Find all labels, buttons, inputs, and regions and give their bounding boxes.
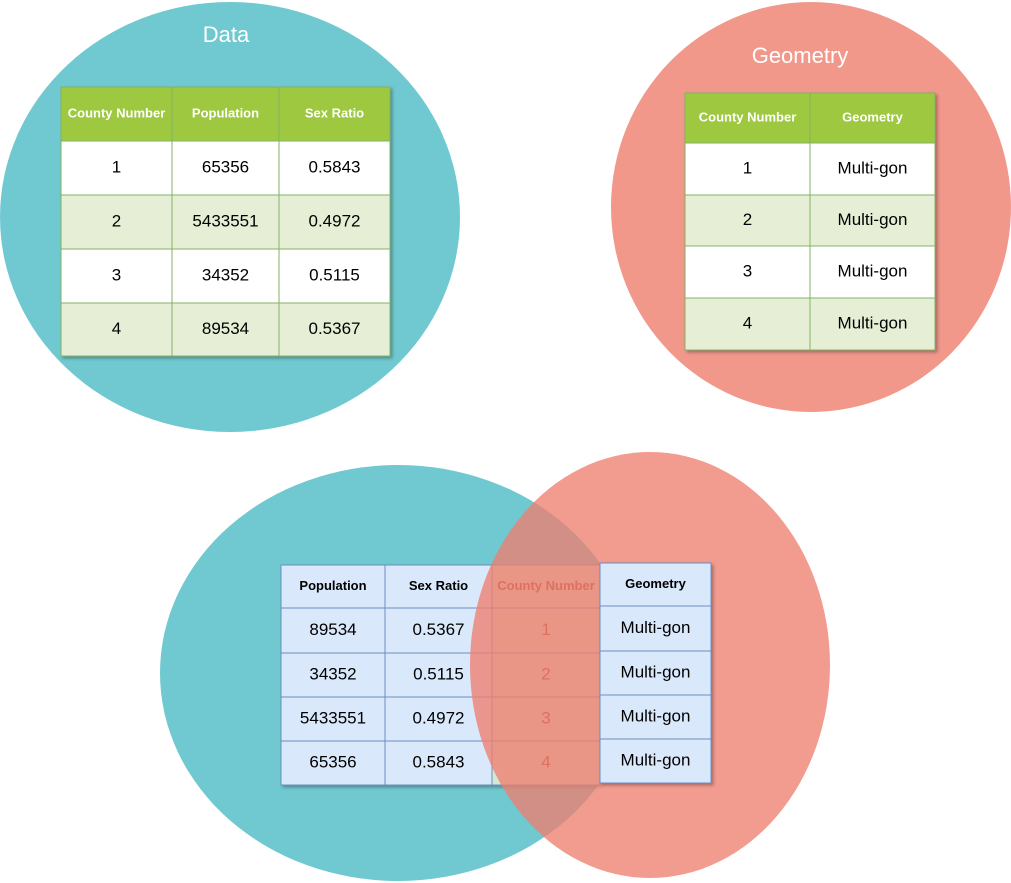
header-text: Sex Ratio [409, 578, 468, 593]
cell-text: 4 [743, 313, 752, 332]
cell-text: 1 [743, 158, 752, 177]
cell-text: 0.5367 [309, 319, 361, 338]
header-text: Population [299, 578, 366, 593]
cell-text: 3 [743, 261, 752, 280]
header-cell [384, 564, 493, 609]
header-text: Population [192, 105, 259, 120]
cell [278, 302, 391, 357]
cell-text: 1 [112, 157, 121, 176]
cell [280, 696, 386, 742]
joined-table-geometry: Geometry Multi-gon Multi-gon Multi-gon Multi… [599, 562, 712, 784]
header-cell [280, 564, 386, 609]
cell [171, 248, 280, 304]
cell [278, 194, 391, 250]
cell-text: 34352 [309, 664, 356, 683]
cell-text: 0.5843 [413, 752, 465, 771]
cell-text: 4 [112, 319, 121, 338]
header-cell [599, 562, 712, 607]
header-text: Sex Ratio [305, 105, 364, 120]
cell-text: 3 [112, 265, 121, 284]
cell-text: 65356 [202, 157, 249, 176]
cell [599, 738, 712, 784]
cell [384, 696, 493, 742]
cell-text: 5433551 [192, 211, 258, 230]
cell [809, 142, 936, 196]
header-text: County Number [699, 109, 797, 124]
cell-text: 34352 [202, 265, 249, 284]
cell-text: Multi-gon [838, 210, 908, 229]
geometry-table: County Number 1 2 3 4 Geometry Multi-gon Multi-… [684, 92, 936, 351]
cell [60, 248, 173, 304]
cell-text: 0.5115 [413, 664, 464, 683]
cell-text: 0.4972 [309, 211, 361, 230]
cell [809, 297, 936, 351]
header-cell [278, 86, 391, 142]
cell-text: Multi-gon [838, 313, 908, 332]
cell-text: Multi-gon [621, 750, 691, 769]
cell-text: 89534 [202, 319, 249, 338]
cell-text: 2 [743, 210, 752, 229]
cell-text: 0.5843 [309, 157, 361, 176]
header-text: Geometry [625, 576, 686, 591]
header-text: Geometry [842, 109, 903, 124]
cell [684, 194, 811, 247]
cell [684, 297, 811, 351]
cell-text: 5433551 [300, 708, 366, 727]
cell-text: Multi-gon [621, 662, 691, 681]
cell [60, 302, 173, 357]
cell-text: Multi-gon [838, 261, 908, 280]
header-cell [171, 86, 280, 142]
cell-text: 65356 [309, 752, 356, 771]
cell-text: 0.5367 [413, 620, 465, 639]
cell-text: Multi-gon [621, 706, 691, 725]
cell [60, 194, 173, 250]
header-cell [60, 86, 173, 142]
cell [278, 248, 391, 304]
cell [599, 650, 712, 696]
cell-text: 89534 [309, 620, 356, 639]
cell-text: 0.4972 [413, 708, 465, 727]
cell [278, 140, 391, 196]
data-title: Data [203, 22, 250, 47]
cell-text: 2 [112, 211, 121, 230]
cell [684, 245, 811, 299]
data-table: County Number 1 2 3 4 Population 65356 5433551 3… [60, 86, 391, 357]
header-cell [809, 92, 936, 144]
cell [809, 245, 936, 299]
cell [280, 652, 386, 698]
cell-text: Multi-gon [838, 158, 908, 177]
header-text: County Number [68, 105, 166, 120]
cell-text: 0.5115 [309, 265, 360, 284]
geometry-title: Geometry [752, 43, 849, 68]
cell-text: Multi-gon [621, 618, 691, 637]
cell [599, 605, 712, 652]
